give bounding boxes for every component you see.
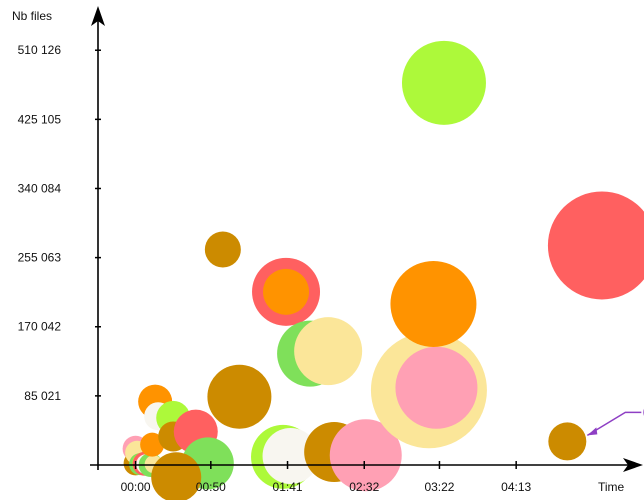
bubble[interactable]: [204, 231, 241, 268]
y-axis-label: Nb files: [12, 9, 52, 23]
y-tick-label: 425 105: [18, 112, 62, 126]
x-tick-label: 03:22: [424, 480, 454, 494]
x-tick-label: 00:50: [196, 480, 226, 494]
bubble[interactable]: [294, 317, 363, 386]
x-axis-label: Time: [598, 480, 625, 494]
annotation-arrowhead: [587, 427, 598, 436]
bubble[interactable]: [401, 40, 486, 125]
bubble[interactable]: [263, 268, 310, 315]
x-tick-label: 04:13: [501, 480, 531, 494]
annotation-connector: [586, 411, 642, 437]
bubble[interactable]: [548, 422, 587, 461]
x-axis-ticks: 00:00 00:50 01:41 02:32 03:22 04:13: [121, 461, 532, 494]
y-tick-label: 85 021: [24, 389, 61, 403]
x-tick-label: 00:00: [121, 480, 151, 494]
bubble[interactable]: [262, 428, 319, 485]
y-axis-ticks: 85 021 170 042 255 063 340 084 425 105 510 12…: [18, 43, 101, 403]
bubble[interactable]: [140, 432, 165, 457]
bubble[interactable]: [151, 452, 202, 500]
bubble[interactable]: [329, 419, 402, 492]
y-axis-arrow: [91, 6, 105, 26]
y-tick-label: 510 126: [18, 43, 62, 57]
y-tick-label: 170 042: [18, 320, 62, 334]
x-axis-arrow: [623, 458, 643, 472]
bubble[interactable]: [207, 364, 272, 429]
bubble-series: [122, 40, 644, 500]
y-tick-label: 255 063: [18, 251, 62, 265]
x-tick-label: 02:32: [349, 480, 379, 494]
bubble[interactable]: [547, 191, 644, 300]
x-tick-label: 01:41: [273, 480, 303, 494]
bubble[interactable]: [390, 261, 477, 348]
annotations: 1: [586, 408, 644, 437]
y-tick-label: 340 084: [18, 181, 62, 195]
bubble[interactable]: [395, 346, 478, 429]
